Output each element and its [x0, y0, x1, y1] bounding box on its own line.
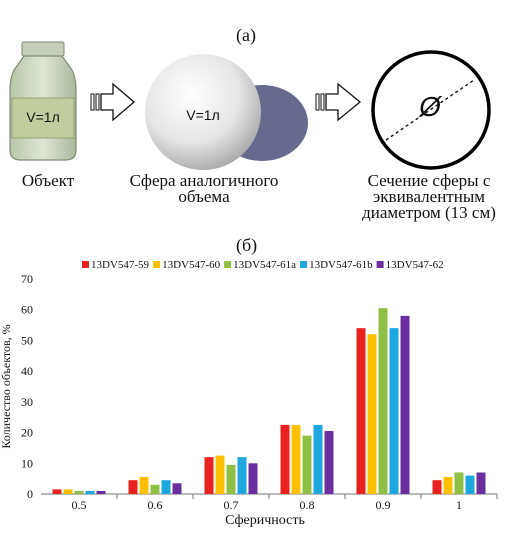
bar	[74, 490, 84, 494]
legend-label: 13DV547-61b	[309, 259, 373, 271]
bar	[465, 475, 475, 494]
section-caption-line2: эквивалентным	[372, 187, 485, 206]
section-caption-line1: Сечение сферы с	[367, 171, 491, 190]
legend-swatch	[376, 261, 384, 268]
legend-label: 13DV547-60	[162, 259, 221, 271]
bar	[400, 315, 410, 494]
bar	[302, 435, 312, 494]
bar	[85, 490, 95, 494]
sphere-caption-line2: объема	[178, 187, 230, 206]
y-tick-label: 10	[21, 456, 33, 470]
y-tick-label: 70	[21, 272, 33, 286]
legend-swatch	[300, 261, 308, 268]
jar-image	[9, 41, 77, 161]
bar	[237, 457, 247, 494]
bar	[96, 490, 106, 494]
diameter-symbol: Ø	[419, 91, 441, 122]
bar	[150, 484, 160, 494]
y-tick-label: 20	[21, 426, 33, 440]
bar	[226, 464, 236, 494]
legend-swatch	[82, 261, 89, 268]
bar	[63, 489, 73, 494]
legend-label: 13DV547-59	[91, 259, 150, 271]
y-axis-label: Количество объектов, %	[0, 324, 13, 448]
section-caption-line3: диаметром (13 см)	[362, 203, 496, 222]
panel-a-label: (а)	[236, 25, 256, 45]
bar	[367, 334, 377, 494]
y-tick-label: 60	[21, 303, 33, 317]
arrow-2	[315, 82, 362, 122]
y-tick-label: 40	[21, 364, 33, 378]
legend-swatch	[153, 261, 161, 268]
bar	[215, 455, 225, 494]
legend-swatch	[224, 261, 232, 268]
bar	[172, 483, 182, 494]
y-tick-label: 0	[27, 487, 33, 501]
sphere-image	[145, 54, 261, 170]
y-tick-label: 30	[21, 395, 33, 409]
bar	[432, 480, 442, 494]
bar	[280, 424, 290, 494]
x-tick-label: 0.8	[300, 498, 315, 512]
object-caption: Объект	[21, 171, 75, 190]
x-tick-label: 1	[456, 498, 462, 512]
legend-label: 13DV547-61a	[233, 259, 296, 271]
bar	[476, 472, 486, 494]
bar	[443, 477, 453, 494]
sphere-caption-line1: Сфера аналогичного	[129, 171, 279, 190]
panel-b-label: (б)	[236, 235, 258, 255]
x-tick-label: 0.5	[72, 498, 87, 512]
illustration-panel	[9, 41, 491, 170]
bar	[378, 308, 388, 494]
bar	[161, 480, 171, 494]
y-tick-label: 50	[21, 333, 33, 347]
bar	[291, 424, 301, 494]
bar	[389, 328, 399, 494]
bar	[139, 477, 149, 494]
x-tick-label: 0.9	[376, 498, 391, 512]
bar	[324, 431, 334, 494]
bar	[128, 480, 138, 494]
bar	[313, 424, 323, 494]
bar	[52, 489, 62, 494]
jar-volume-label: V=1л	[26, 109, 60, 125]
x-tick-label: 0.6	[148, 498, 163, 512]
bar	[204, 457, 214, 494]
bar	[248, 463, 258, 494]
legend-label: 13DV547-62	[386, 259, 444, 271]
x-axis-label: Сферичность	[225, 513, 305, 528]
arrow-1	[90, 82, 135, 122]
x-tick-label: 0.7	[224, 498, 239, 512]
sphere-volume-label: V=1л	[186, 107, 220, 123]
bar	[454, 472, 464, 494]
bar	[356, 328, 366, 494]
bar-chart: 13DV547-59 13DV547-60 13DV547-61a 13DV547-6…	[0, 259, 498, 528]
